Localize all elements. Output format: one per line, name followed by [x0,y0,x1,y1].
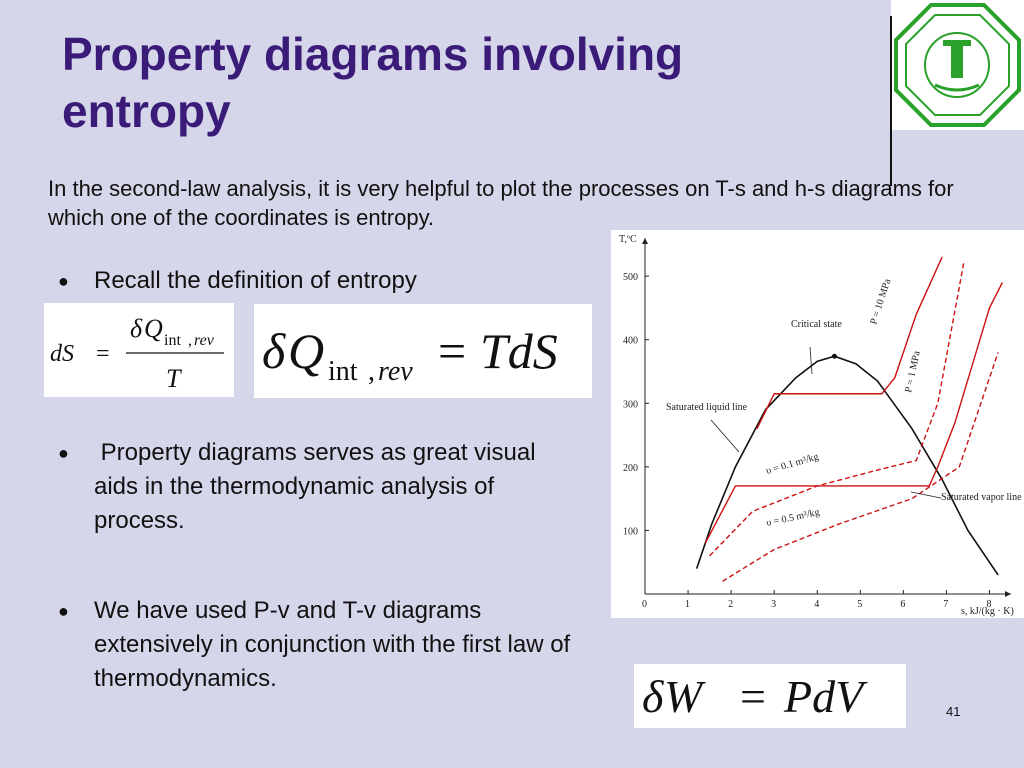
eq1-sub-int: int [164,332,181,349]
sat-liquid-leader [710,419,740,453]
x-tick-label: 0 [642,599,647,610]
eq1-sub-rev: rev [194,332,215,349]
p10-label: P = 10 MPa [868,277,893,326]
x-axis-arrow-icon [1005,591,1011,597]
eq2-equals: = [438,323,466,379]
ts-diagram-chart: T,ºC s, kJ/(kg · K) 0 1 2 3 4 5 6 7 8 100 200 300 40… [611,230,1024,618]
chart-annotations: Critical state Saturated liquid line Sat… [666,277,1022,529]
x-tick-label: 8 [986,599,991,610]
sat-vapor-label: Saturated vapor line [941,492,1022,503]
bullet-text: Recall the definition of entropy [94,267,417,294]
chart-axes: 0 1 2 3 4 5 6 7 8 100 200 300 400 500 [623,238,1011,610]
isobar-line-1 [756,256,943,430]
divider-line [890,16,892,186]
bullet-text: We have used P-v and T-v diagrams extens… [94,597,571,692]
work-equation: δ W = PdV [634,664,906,728]
y-tick-label: 400 [623,336,638,347]
x-tick-label: 1 [685,599,690,610]
bullet-dot-icon: ● [58,443,69,463]
bullet-dot-icon: ● [58,271,69,291]
y-tick-label: 100 [623,526,638,537]
sat-vapor-leader [910,491,942,499]
university-seal-icon [891,0,1024,130]
x-tick-label: 7 [943,599,948,610]
slide-title: Property diagrams involving entropy [62,28,684,137]
isochore-line-4 [722,352,999,582]
eq3-equals: = [740,671,766,722]
entropy-definition-equation: dS = δ Q int , rev T [44,303,234,397]
x-axis-label: s, kJ/(kg · K) [961,606,1014,617]
p1-label: P = 1 MPa [903,349,923,393]
y-axis-label: T,ºC [619,234,637,245]
eq2-delta: δ [262,323,286,379]
heat-transfer-equation: δ Q int , rev = TdS [254,304,592,398]
eq1-lhs: dS [50,341,74,367]
ts-diagram-svg: T,ºC s, kJ/(kg · K) 0 1 2 3 4 5 6 7 8 100 200 300 40… [619,234,1022,617]
eq2-sub-int: int [328,356,358,387]
page-number: 41 [946,704,961,719]
y-tick-label: 500 [623,272,638,283]
eq1-den: T [166,364,182,393]
eq2-rhs: TdS [480,323,558,379]
y-axis-arrow-icon [642,238,648,244]
eq2-sub-rev: rev [378,356,413,387]
x-tick-label: 4 [814,599,819,610]
eq1-num-delta: δ [130,314,143,343]
x-tick-label: 5 [857,599,862,610]
y-tick-label: 200 [623,463,638,474]
bullet-text-content: Property diagrams serves as great visual… [94,439,536,534]
eq2-var: Q [288,323,324,379]
critical-state-label: Critical state [791,319,842,330]
critical-leader [809,346,813,375]
bullet-dot-icon: ● [58,601,69,621]
eq1-sub-comma: , [188,332,192,349]
eq3-rhs: PdV [783,671,868,722]
sat-liquid-label: Saturated liquid line [666,402,748,413]
chart-curves [695,256,1004,582]
eq3-delta: δ [642,671,664,722]
dome-line-0 [695,355,999,576]
bullet-text: Property diagrams serves as great visual… [94,436,574,538]
y-tick-label: 300 [623,399,638,410]
eq1-equals: = [96,341,110,367]
eq3-var: W [664,671,706,722]
x-tick-label: 2 [728,599,733,610]
critical-point-marker [831,353,837,359]
eq2-sub-comma: , [368,356,375,387]
v01-label: υ = 0.1 m³/kg [765,451,820,477]
eq1-num-var: Q [144,314,163,343]
intro-paragraph: In the second-law analysis, it is very h… [48,176,954,230]
x-tick-label: 3 [771,599,776,610]
v05-label: υ = 0.5 m³/kg [765,507,820,529]
x-tick-label: 6 [900,599,905,610]
isobar-line-2 [704,282,1004,544]
isochore-line-3 [709,263,965,557]
